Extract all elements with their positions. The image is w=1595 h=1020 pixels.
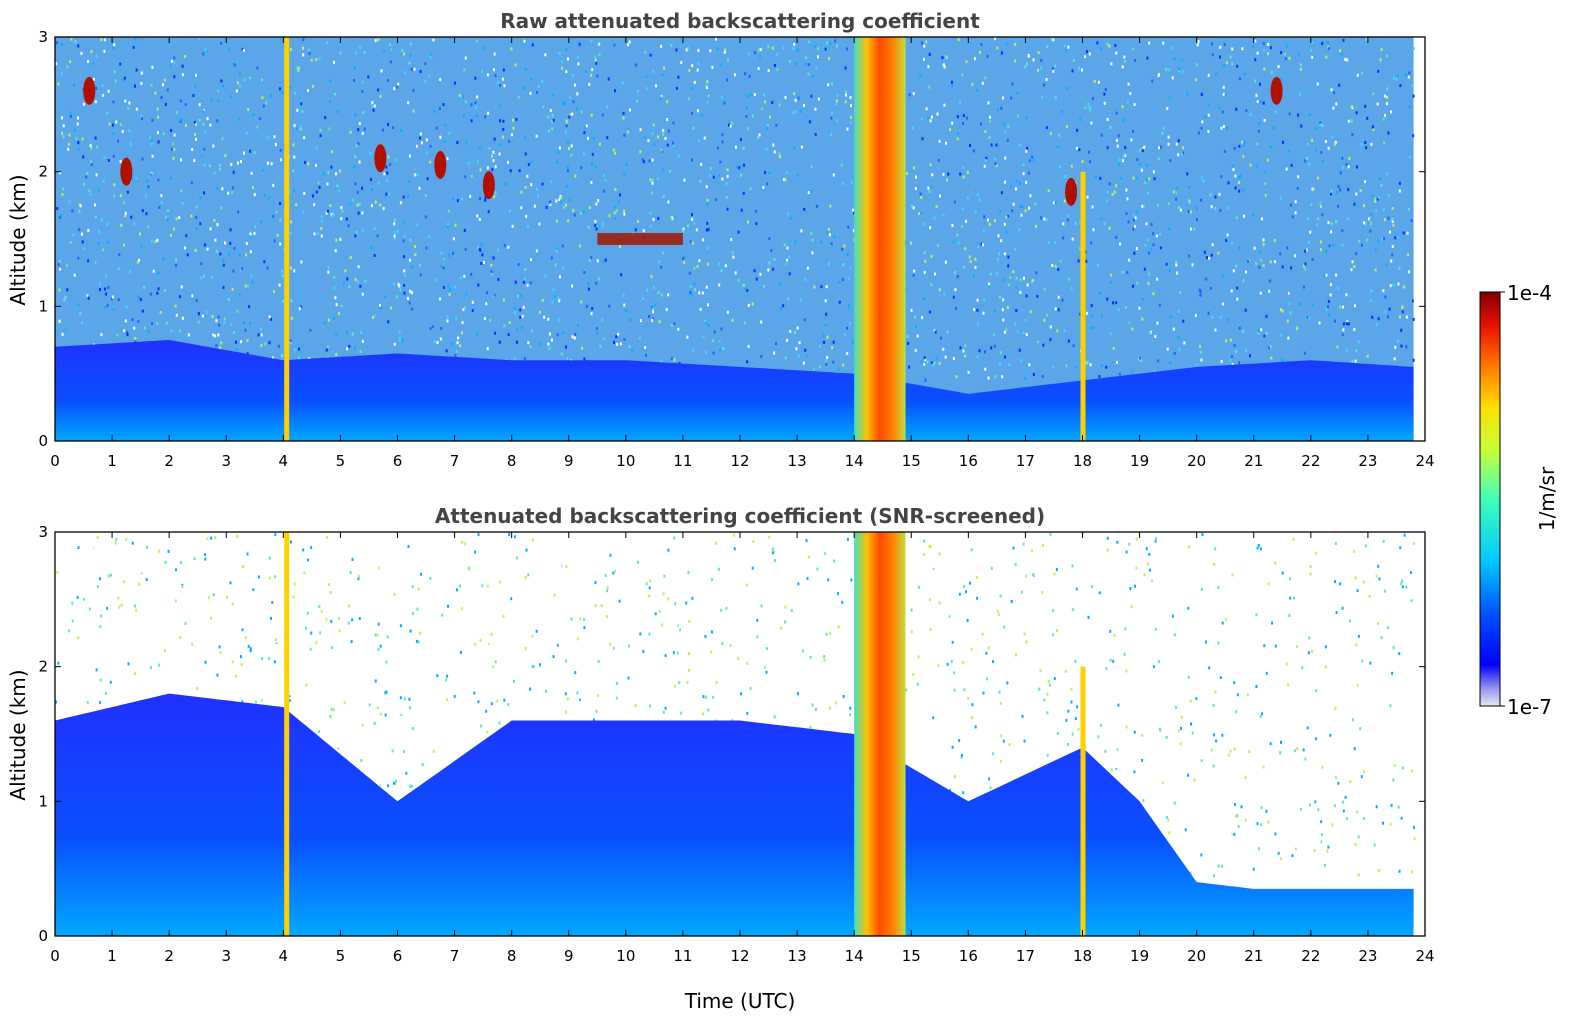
raw-backscatter-heatmap (55, 37, 1415, 441)
y-tick-label: 3 (38, 523, 48, 541)
x-tick-label: 24 (1415, 452, 1434, 470)
x-tick-label: 7 (450, 947, 460, 965)
vertical-streak (1080, 666, 1086, 936)
x-tick-label: 21 (1244, 947, 1263, 965)
screened-backscatter-axes: 0 1 2 3 4 5 6 7 8 9 10 11 12 13 14 15 16 17 18 19 20 21 22 23 24… (38, 523, 1434, 965)
x-tick-label: 22 (1301, 947, 1320, 965)
vertical-streak (284, 532, 290, 936)
x-tick-label: 22 (1301, 452, 1320, 470)
x-tick-label: 14 (845, 452, 864, 470)
x-tick-label: 4 (279, 947, 289, 965)
colorbar-min-label: 1e-7 (1507, 695, 1552, 719)
x-tick-label: 23 (1358, 452, 1377, 470)
y-tick-label: 0 (38, 432, 48, 450)
panel-title-raw: Raw attenuated backscattering coefficien… (500, 9, 980, 33)
x-tick-label: 9 (564, 947, 574, 965)
y-tick-label: 1 (38, 792, 48, 810)
x-tick-label: 20 (1187, 452, 1206, 470)
x-tick-label: 12 (730, 947, 749, 965)
x-tick-label: 24 (1415, 947, 1434, 965)
cloud-patch (434, 150, 447, 179)
x-tick-label: 11 (673, 452, 692, 470)
x-tick-label: 5 (336, 947, 346, 965)
boundary-layer-region (55, 340, 1414, 441)
y-tick-label: 2 (38, 163, 48, 181)
x-tick-label: 1 (107, 452, 117, 470)
y-tick-label: 1 (38, 297, 48, 315)
cloud-patch (1065, 177, 1078, 206)
colorbar: 1e-4 1e-7 1/m/sr (1479, 281, 1559, 719)
x-tick-label: 3 (221, 452, 231, 470)
y-tick-label: 0 (38, 927, 48, 945)
vertical-streak (1080, 171, 1086, 441)
colorbar-max-label: 1e-4 (1507, 281, 1552, 305)
screened-signal-region (55, 693, 1414, 936)
cloud-layer (597, 233, 683, 245)
x-axis-label: Time (UTC) (684, 989, 796, 1013)
x-tick-label: 0 (50, 452, 60, 470)
x-tick-label: 6 (393, 452, 403, 470)
x-tick-label: 2 (164, 947, 174, 965)
colorbar-gradient (1479, 291, 1501, 707)
x-tick-label: 0 (50, 947, 60, 965)
x-tick-label: 8 (507, 947, 517, 965)
x-tick-label: 13 (788, 947, 807, 965)
x-tick-label: 2 (164, 452, 174, 470)
x-tick-label: 9 (564, 452, 574, 470)
x-tick-label: 20 (1187, 947, 1206, 965)
x-tick-label: 18 (1073, 947, 1092, 965)
x-tick-label: 21 (1244, 452, 1263, 470)
x-tick-label: 10 (616, 947, 635, 965)
x-tick-label: 8 (507, 452, 517, 470)
x-tick-label: 1 (107, 947, 117, 965)
x-tick-label: 19 (1130, 452, 1149, 470)
x-tick-label: 12 (730, 452, 749, 470)
raw-backscatter-axes: 0 1 2 3 4 5 6 7 8 9 10 11 12 13 14 15 16 17 18 19 20 21 22 23 24… (38, 28, 1434, 470)
x-tick-label: 17 (1016, 947, 1035, 965)
raw-backscatter-panel: Raw attenuated backscattering coefficien… (6, 9, 1435, 470)
x-tick-label: 16 (959, 947, 978, 965)
y-axis-label-raw: Altitude (km) (6, 174, 30, 305)
x-tick-label: 19 (1130, 947, 1149, 965)
thick-cloud-band (854, 532, 906, 936)
noise-field (55, 37, 1415, 383)
x-tick-label: 7 (450, 452, 460, 470)
x-tick-label: 6 (393, 947, 403, 965)
snr-screened-backscatter-panel: Attenuated backscattering coefficient (S… (6, 504, 1435, 1013)
x-tick-label: 15 (902, 947, 921, 965)
x-tick-label: 5 (336, 452, 346, 470)
panel-title-screened: Attenuated backscattering coefficient (S… (435, 504, 1045, 528)
x-tick-label: 15 (902, 452, 921, 470)
y-tick-label: 2 (38, 658, 48, 676)
x-tick-label: 14 (845, 947, 864, 965)
x-tick-label: 17 (1016, 452, 1035, 470)
x-tick-label: 23 (1358, 947, 1377, 965)
colorbar-unit-label: 1/m/sr (1535, 466, 1559, 531)
x-tick-label: 10 (616, 452, 635, 470)
screened-backscatter-heatmap (55, 532, 1416, 936)
vertical-streak (284, 37, 290, 441)
x-tick-label: 3 (221, 947, 231, 965)
y-tick-label: 3 (38, 28, 48, 46)
y-axis-label-screened: Altitude (km) (6, 669, 30, 800)
thick-cloud-band (854, 37, 906, 441)
x-tick-label: 18 (1073, 452, 1092, 470)
x-tick-label: 11 (673, 947, 692, 965)
cloud-patch (83, 76, 96, 105)
cloud-patch (1270, 76, 1283, 105)
cloud-patch (482, 171, 495, 200)
x-tick-label: 4 (279, 452, 289, 470)
cloud-patch (374, 144, 387, 173)
cloud-patch (120, 157, 133, 186)
x-tick-label: 13 (788, 452, 807, 470)
x-tick-label: 16 (959, 452, 978, 470)
